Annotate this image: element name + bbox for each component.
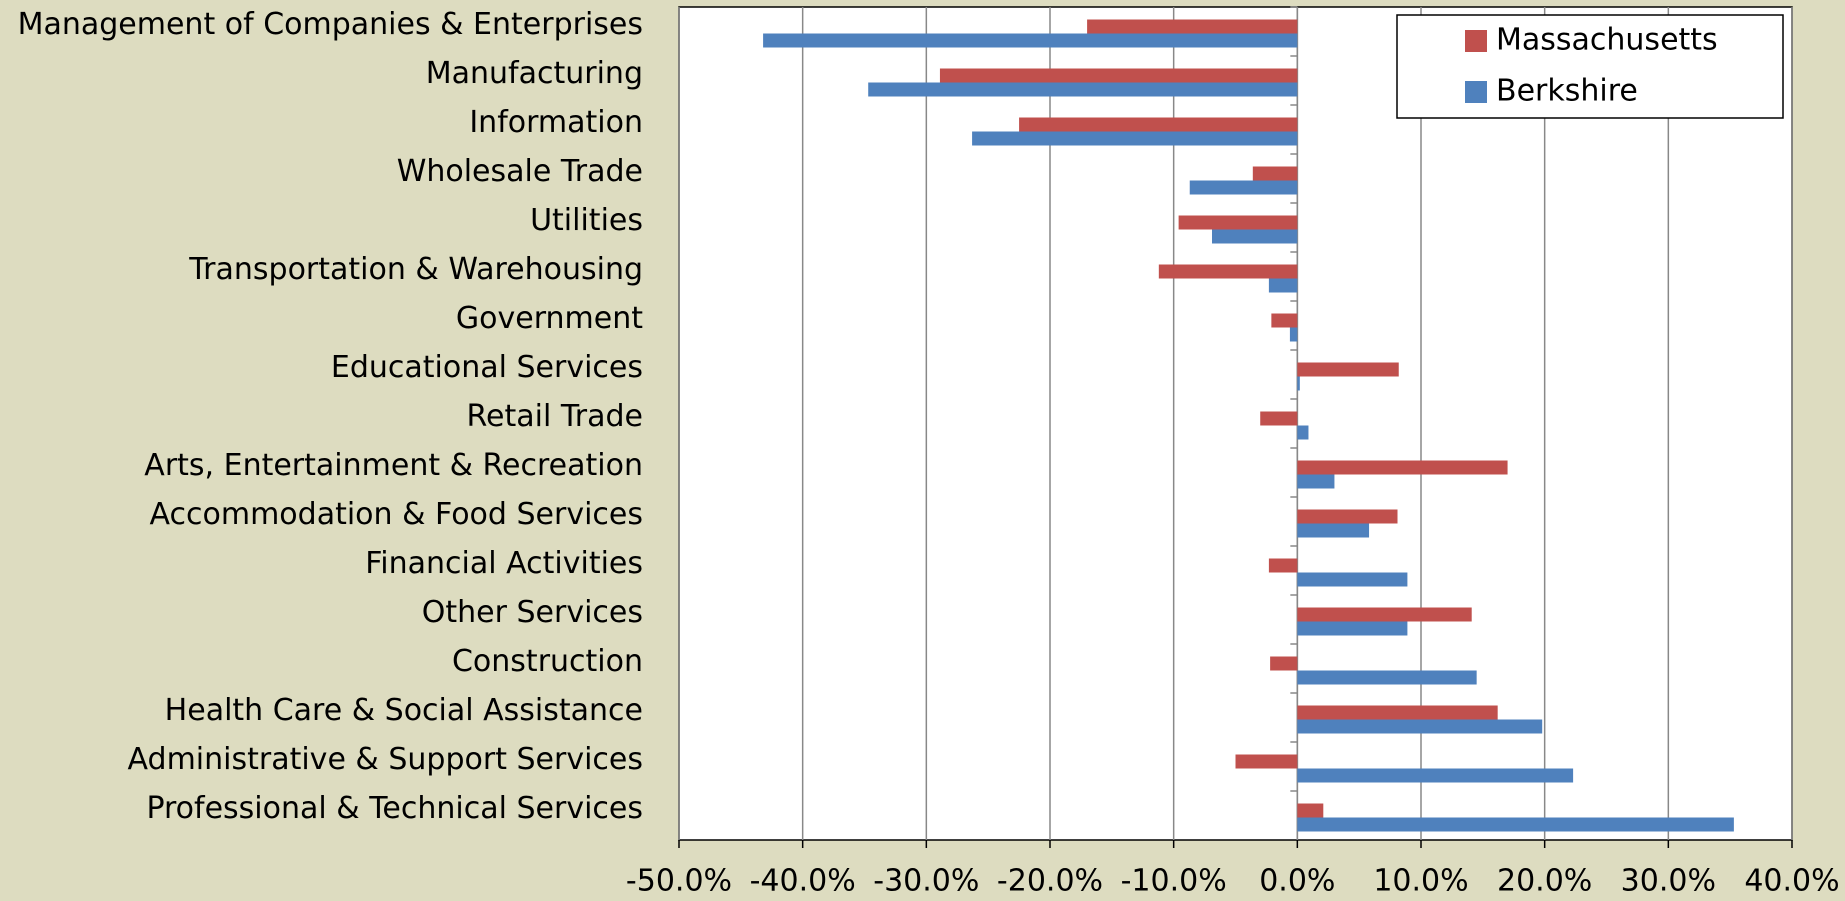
y-tick-label: Government bbox=[456, 301, 643, 336]
x-tick-label: -50.0% bbox=[626, 864, 732, 899]
bar bbox=[1297, 523, 1370, 538]
y-tick-label: Utilities bbox=[530, 203, 643, 238]
legend-label: Berkshire bbox=[1496, 74, 1638, 109]
legend-box bbox=[1396, 14, 1784, 119]
x-tick-label: -10.0% bbox=[1121, 864, 1227, 899]
bar bbox=[1297, 705, 1498, 720]
y-tick-label: Professional & Technical Services bbox=[146, 791, 643, 826]
bar bbox=[1297, 803, 1324, 818]
bar bbox=[1289, 327, 1298, 342]
bar bbox=[1212, 229, 1298, 244]
bar bbox=[1189, 180, 1298, 195]
x-tick-label: -20.0% bbox=[997, 864, 1103, 899]
y-tick-label: Administrative & Support Services bbox=[128, 742, 643, 777]
bar bbox=[1271, 313, 1298, 328]
y-tick-label: Retail Trade bbox=[467, 399, 643, 434]
bar bbox=[1297, 376, 1300, 391]
y-tick-label: Wholesale Trade bbox=[397, 154, 643, 189]
legend: Massachusetts Berkshire bbox=[1396, 14, 1784, 119]
grid bbox=[678, 6, 1793, 848]
bar bbox=[1297, 607, 1472, 622]
y-tick-label: Financial Activities bbox=[365, 546, 643, 581]
legend-swatch bbox=[1465, 81, 1487, 103]
bar bbox=[1297, 425, 1309, 440]
bar bbox=[1260, 411, 1298, 426]
bar bbox=[1297, 509, 1398, 524]
x-tick-label: 20.0% bbox=[1497, 864, 1592, 899]
y-tick-label: Information bbox=[469, 105, 643, 140]
bars bbox=[763, 19, 1734, 832]
y-tick-label: Accommodation & Food Services bbox=[150, 497, 643, 532]
bar bbox=[1297, 817, 1734, 832]
labels: -50.0% -40.0% -30.0% -20.0% -10.0% 0.0% 10.0% 2… bbox=[18, 7, 1840, 899]
bar bbox=[1297, 719, 1543, 734]
y-tick-label: Construction bbox=[452, 644, 643, 679]
bar bbox=[1158, 264, 1298, 279]
bar bbox=[1297, 768, 1574, 783]
bar bbox=[1019, 117, 1298, 132]
y-tick-label: Health Care & Social Assistance bbox=[165, 693, 643, 728]
y-tick-label: Management of Companies & Enterprises bbox=[18, 7, 643, 42]
bar bbox=[1252, 166, 1298, 181]
bar bbox=[1268, 558, 1298, 573]
bar bbox=[763, 33, 1298, 48]
x-tick-label: -30.0% bbox=[873, 864, 979, 899]
bar bbox=[1297, 572, 1408, 587]
y-tick-label: Transportation & Warehousing bbox=[188, 252, 643, 287]
bar bbox=[972, 131, 1298, 146]
bar bbox=[1297, 670, 1477, 685]
x-tick-label: 10.0% bbox=[1373, 864, 1468, 899]
bar bbox=[1087, 19, 1298, 34]
x-tick-label: 0.0% bbox=[1259, 864, 1335, 899]
x-tick-label: 40.0% bbox=[1744, 864, 1839, 899]
y-tick-label: Educational Services bbox=[331, 350, 643, 385]
bar bbox=[868, 82, 1298, 97]
bar bbox=[1297, 621, 1408, 636]
plot-area bbox=[678, 6, 1793, 841]
bar bbox=[1297, 362, 1399, 377]
bar bbox=[1268, 278, 1298, 293]
bar bbox=[1235, 754, 1298, 769]
y-tick-label: Arts, Entertainment & Recreation bbox=[144, 448, 643, 483]
x-tick-label: -40.0% bbox=[750, 864, 856, 899]
y-tick-label: Other Services bbox=[422, 595, 643, 630]
y-tick-label: Manufacturing bbox=[426, 56, 643, 91]
x-tick-label: 30.0% bbox=[1621, 864, 1716, 899]
legend-swatch bbox=[1465, 30, 1487, 52]
bar bbox=[1297, 474, 1335, 489]
bar bbox=[1178, 215, 1298, 230]
bar bbox=[1297, 460, 1508, 475]
bar bbox=[1270, 656, 1298, 671]
legend-label: Massachusetts bbox=[1496, 23, 1718, 58]
bar bbox=[939, 68, 1298, 83]
